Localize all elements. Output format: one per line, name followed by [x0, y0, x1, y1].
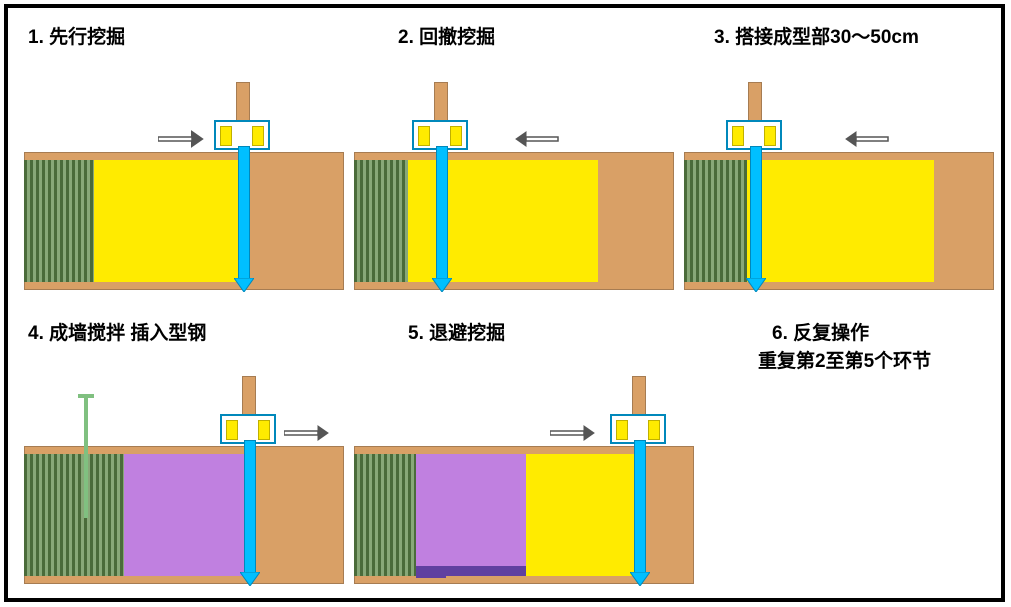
mixing-shaft-4	[244, 440, 256, 574]
mixing-shaft-2	[436, 146, 448, 280]
watermark-text: 筑龙岩土	[889, 554, 961, 580]
steel-beam-top-4	[78, 394, 94, 398]
mixed-zone-4	[124, 454, 254, 576]
panel-1: 1. 先行挖掘	[24, 22, 344, 297]
cutter-tip-3	[746, 278, 766, 292]
completed-wall-5	[354, 454, 416, 576]
completed-wall-4	[24, 454, 124, 576]
panel-6-subtitle: 重复第2至第5个环节	[758, 346, 931, 373]
panel-2-title: 2. 回撤挖掘	[398, 22, 495, 49]
cutter-tip-1	[234, 278, 254, 292]
panel-6-title: 6. 反复操作	[772, 318, 869, 345]
panel-4-title: 4. 成墙搅拌 插入型钢	[28, 318, 206, 345]
completed-wall-1	[24, 160, 94, 282]
panel-3-title: 3. 搭接成型部30～50cm	[714, 22, 919, 49]
diagram-frame: 1. 先行挖掘 2. 回撤挖掘	[4, 4, 1005, 602]
mixing-shaft-1	[238, 146, 250, 280]
direction-arrow-4	[284, 424, 330, 442]
excavated-zone-1	[94, 160, 244, 282]
panel-2: 2. 回撤挖掘	[354, 22, 674, 297]
mixing-shaft-3	[750, 146, 762, 280]
panel-5: 5. 退避挖掘	[354, 318, 694, 598]
panel-3: 3. 搭接成型部30～50cm	[684, 22, 1004, 297]
panel-5-title: 5. 退避挖掘	[408, 318, 505, 345]
excavated-zone-3	[744, 160, 934, 282]
bottom-5	[416, 566, 526, 576]
direction-arrow-1	[158, 130, 204, 148]
watermark: ✦ 筑龙岩土	[861, 554, 961, 580]
direction-arrow-3	[844, 130, 890, 148]
steel-beam-4	[84, 398, 88, 518]
direction-arrow-5	[550, 424, 596, 442]
cutter-tip-4	[240, 572, 260, 586]
panel-1-title: 1. 先行挖掘	[28, 22, 125, 49]
panel-4: 4. 成墙搅拌 插入型钢	[24, 318, 344, 598]
excavated-zone-5	[526, 454, 641, 576]
mixed-zone-5	[416, 454, 526, 576]
cutter-tip-2	[432, 278, 452, 292]
cutter-tip-5	[630, 572, 650, 586]
completed-wall-2	[354, 160, 408, 282]
mixing-shaft-5	[634, 440, 646, 574]
direction-arrow-2	[514, 130, 560, 148]
wechat-icon: ✦	[861, 556, 883, 578]
